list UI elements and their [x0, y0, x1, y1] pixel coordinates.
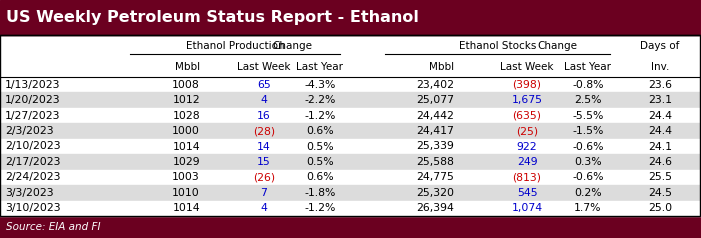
Text: 23,402: 23,402: [416, 80, 454, 90]
Text: 1014: 1014: [172, 203, 200, 213]
Text: 1.7%: 1.7%: [574, 203, 601, 213]
Bar: [0, 35, 700, 216]
Bar: [0, 123, 701, 139]
Text: 26,394: 26,394: [416, 203, 454, 213]
Text: 24.6: 24.6: [648, 157, 672, 167]
Text: 2/24/2023: 2/24/2023: [5, 172, 60, 182]
Bar: [0, 0, 701, 35]
Text: 24,417: 24,417: [416, 126, 454, 136]
Text: 1008: 1008: [172, 80, 200, 90]
Text: Mbbl: Mbbl: [429, 62, 454, 72]
Text: 922: 922: [517, 142, 537, 152]
Text: (28): (28): [253, 126, 275, 136]
Text: -1.8%: -1.8%: [304, 188, 336, 198]
Text: 1003: 1003: [172, 172, 200, 182]
Bar: [0, 139, 701, 154]
Text: 16: 16: [257, 111, 271, 121]
Bar: [0, 170, 701, 185]
Text: 25,339: 25,339: [416, 142, 454, 152]
Text: 15: 15: [257, 157, 271, 167]
Bar: [0, 154, 701, 170]
Text: (635): (635): [512, 111, 541, 121]
Text: -0.6%: -0.6%: [572, 172, 604, 182]
Text: 3/3/2023: 3/3/2023: [5, 188, 53, 198]
Bar: [0, 77, 701, 92]
Text: Mbbl: Mbbl: [175, 62, 200, 72]
Text: 14: 14: [257, 142, 271, 152]
Text: -2.2%: -2.2%: [304, 95, 336, 105]
Text: 2/3/2023: 2/3/2023: [5, 126, 53, 136]
Text: Last Week: Last Week: [501, 62, 554, 72]
Text: 25.0: 25.0: [648, 203, 672, 213]
Text: 1028: 1028: [172, 111, 200, 121]
Text: 24.4: 24.4: [648, 126, 672, 136]
Bar: [0, 201, 701, 216]
Text: 1012: 1012: [172, 95, 200, 105]
Text: 2/17/2023: 2/17/2023: [5, 157, 60, 167]
Text: -5.5%: -5.5%: [572, 111, 604, 121]
Bar: [0, 216, 701, 238]
Text: Days of: Days of: [640, 41, 680, 51]
Text: (813): (813): [512, 172, 541, 182]
Text: 4: 4: [261, 95, 268, 105]
Text: Inv.: Inv.: [651, 62, 669, 72]
Text: 25.5: 25.5: [648, 172, 672, 182]
Text: 25,588: 25,588: [416, 157, 454, 167]
Text: 7: 7: [261, 188, 268, 198]
Text: (25): (25): [516, 126, 538, 136]
Text: 24.5: 24.5: [648, 188, 672, 198]
Text: 1014: 1014: [172, 142, 200, 152]
Text: 545: 545: [517, 188, 537, 198]
Text: 2/10/2023: 2/10/2023: [5, 142, 60, 152]
Text: 1/27/2023: 1/27/2023: [5, 111, 60, 121]
Text: Change: Change: [538, 41, 578, 51]
Text: 24,775: 24,775: [416, 172, 454, 182]
Text: 3/10/2023: 3/10/2023: [5, 203, 60, 213]
Text: US Weekly Petroleum Status Report - Ethanol: US Weekly Petroleum Status Report - Etha…: [6, 10, 419, 25]
Text: 1,074: 1,074: [512, 203, 543, 213]
Text: 1029: 1029: [172, 157, 200, 167]
Text: Ethanol Production: Ethanol Production: [186, 41, 285, 51]
Text: 0.3%: 0.3%: [574, 157, 602, 167]
Text: 25,320: 25,320: [416, 188, 454, 198]
Text: 24,442: 24,442: [416, 111, 454, 121]
Text: (398): (398): [512, 80, 541, 90]
Text: -0.8%: -0.8%: [572, 80, 604, 90]
Text: 0.6%: 0.6%: [306, 172, 334, 182]
Text: (26): (26): [253, 172, 275, 182]
Text: 25,077: 25,077: [416, 95, 454, 105]
Text: 1000: 1000: [172, 126, 200, 136]
Bar: [0, 185, 701, 201]
Text: 24.4: 24.4: [648, 111, 672, 121]
Text: 23.1: 23.1: [648, 95, 672, 105]
Text: 1,675: 1,675: [512, 95, 543, 105]
Bar: [0, 108, 701, 123]
Text: 249: 249: [517, 157, 537, 167]
Text: Last Year: Last Year: [564, 62, 611, 72]
Text: 65: 65: [257, 80, 271, 90]
Text: 2.5%: 2.5%: [574, 95, 601, 105]
Text: -1.5%: -1.5%: [572, 126, 604, 136]
Text: 1/20/2023: 1/20/2023: [5, 95, 60, 105]
Text: 24.1: 24.1: [648, 142, 672, 152]
Text: Ethanol Stocks: Ethanol Stocks: [459, 41, 536, 51]
Text: 1/13/2023: 1/13/2023: [5, 80, 60, 90]
Text: 4: 4: [261, 203, 268, 213]
Text: -0.6%: -0.6%: [572, 142, 604, 152]
Text: 1010: 1010: [172, 188, 200, 198]
Text: Change: Change: [272, 41, 312, 51]
Text: Last Week: Last Week: [237, 62, 291, 72]
Text: Last Year: Last Year: [297, 62, 343, 72]
Text: 0.6%: 0.6%: [306, 126, 334, 136]
Text: -1.2%: -1.2%: [304, 111, 336, 121]
Text: 0.2%: 0.2%: [574, 188, 602, 198]
Text: Source: EIA and FI: Source: EIA and FI: [6, 222, 100, 232]
Text: 0.5%: 0.5%: [306, 142, 334, 152]
Bar: [0, 92, 701, 108]
Text: -1.2%: -1.2%: [304, 203, 336, 213]
Text: 23.6: 23.6: [648, 80, 672, 90]
Bar: [0, 35, 701, 216]
Text: 0.5%: 0.5%: [306, 157, 334, 167]
Text: -4.3%: -4.3%: [304, 80, 336, 90]
